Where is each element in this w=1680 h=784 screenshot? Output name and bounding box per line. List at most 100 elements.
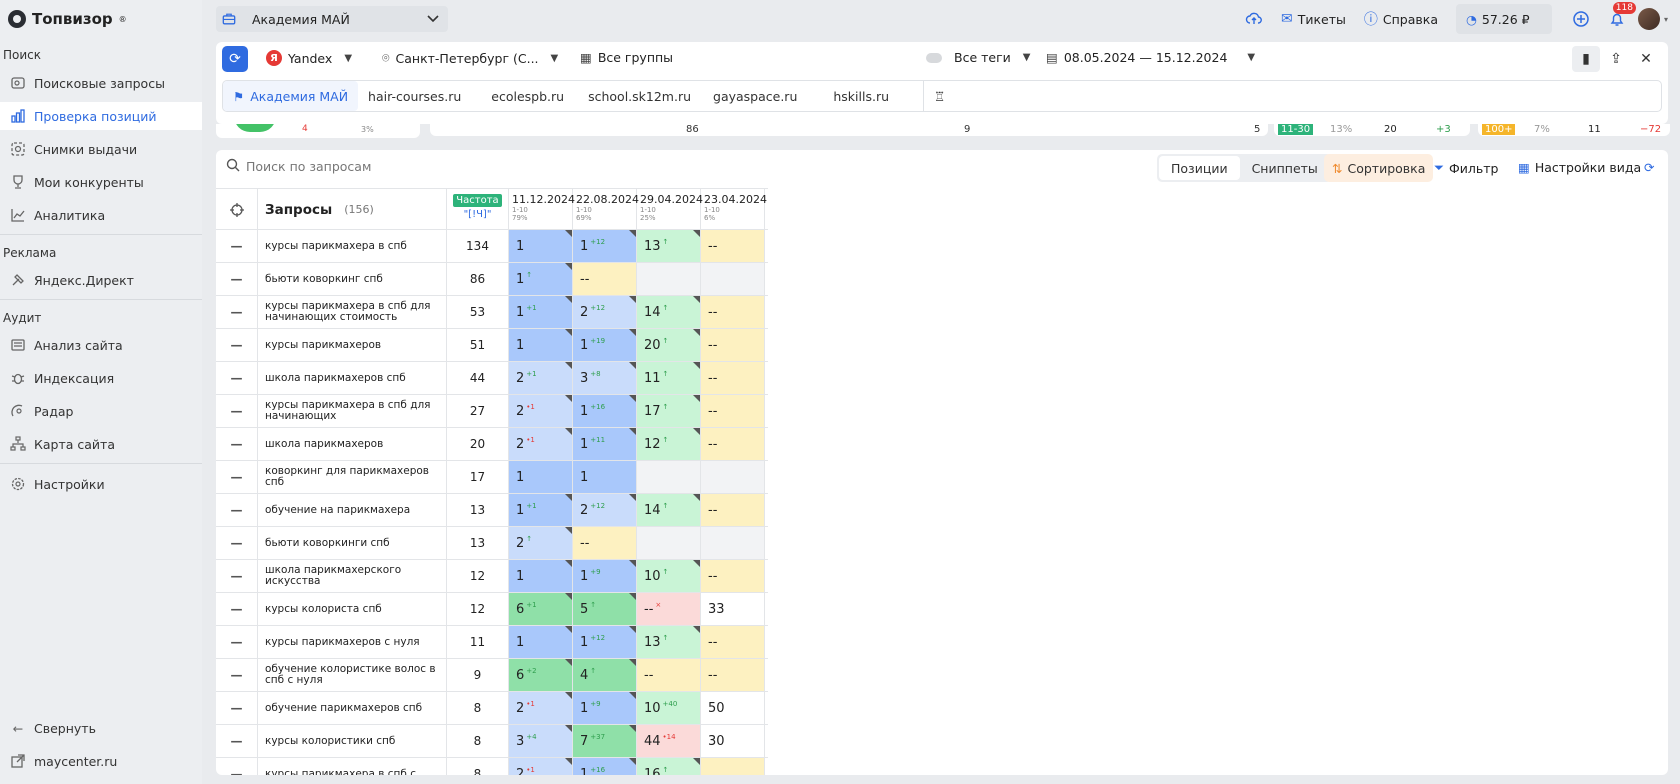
row-collapse-icon[interactable]: — — [216, 725, 258, 757]
position-cell[interactable]: 1 +12 — [573, 230, 637, 262]
trophy-icon[interactable]: ♖ — [934, 88, 946, 104]
position-cell[interactable]: 1 ↑ — [509, 263, 573, 295]
query-text[interactable]: курсы парикмахеров с нуля — [258, 626, 447, 658]
query-text[interactable]: бьюти коворкинг спб — [258, 263, 447, 295]
refresh-view-icon[interactable]: ⟳ — [1644, 160, 1654, 175]
sidebar-item-analytics[interactable]: Аналитика — [0, 201, 202, 229]
snapshot-corner-icon[interactable] — [565, 362, 572, 369]
sidebar-item-competitors[interactable]: Мои конкуренты — [0, 168, 202, 196]
export-icon[interactable]: ⇪ — [1610, 51, 1622, 67]
position-cell[interactable]: -- — [701, 230, 765, 262]
snapshot-corner-icon[interactable] — [693, 428, 700, 435]
query-text[interactable]: бьюти коворкинги спб — [258, 527, 447, 559]
snapshot-corner-icon[interactable] — [693, 230, 700, 237]
position-cell[interactable]: 14 ↑ — [637, 494, 701, 526]
position-cell[interactable]: 1 — [509, 230, 573, 262]
row-collapse-icon[interactable]: — — [216, 560, 258, 592]
table-row[interactable]: — курсы парикмахера в спб 134 1 1 +12 13 ↑ -- — [216, 230, 768, 263]
table-row[interactable]: — школа парикмахерского искусства 12 1 1 +9 10… — [216, 560, 768, 593]
position-cell[interactable]: 44 •14 — [637, 725, 701, 757]
region-select[interactable]: ⌾ Санкт-Петербург (С... ▼ — [382, 50, 558, 66]
site-tab-main[interactable]: ⚑ Академия МАЙ — [223, 81, 359, 111]
date-range-select[interactable]: ▤ 08.05.2024 — 15.12.2024 ▼ — [1046, 50, 1255, 65]
date-column-header[interactable]: 29.04.2024 1-10 25% — [637, 189, 703, 230]
project-select[interactable]: Академия МАЙ — [216, 6, 448, 32]
table-row[interactable]: — курсы парикмахеров 51 1 1 +19 20 ↑ -- — [216, 329, 768, 362]
row-collapse-icon[interactable]: — — [216, 758, 258, 775]
row-collapse-icon[interactable]: — — [216, 593, 258, 625]
position-cell[interactable] — [701, 758, 765, 775]
snapshot-corner-icon[interactable] — [629, 593, 636, 600]
snapshot-corner-icon[interactable] — [693, 329, 700, 336]
snapshot-corner-icon[interactable] — [629, 296, 636, 303]
position-cell[interactable]: -- — [701, 494, 765, 526]
sidebar-item-serp-snapshots[interactable]: Снимки выдачи — [0, 135, 202, 163]
snapshot-corner-icon[interactable] — [629, 692, 636, 699]
position-cell[interactable]: 16 ↑ — [637, 758, 701, 775]
snapshot-corner-icon[interactable] — [629, 725, 636, 732]
position-cell[interactable]: 1 +1 — [509, 494, 573, 526]
table-row[interactable]: — школа парикмахеров спб 44 2 +1 3 +8 11 ↑ -- — [216, 362, 768, 395]
snapshot-corner-icon[interactable] — [693, 296, 700, 303]
table-row[interactable]: — бьюти коворкинг спб 86 1 ↑ -- — [216, 263, 768, 296]
query-text[interactable]: курсы парикмахера в спб для начинающих — [258, 395, 447, 427]
date-column-header[interactable]: 22.08.2024 1-10 69% — [573, 189, 639, 230]
chart-view-icon[interactable]: ▮ — [1572, 46, 1600, 72]
date-column-header[interactable]: 11.12.2024 1-10 79% — [509, 189, 575, 230]
position-cell[interactable]: -- — [701, 329, 765, 361]
row-collapse-icon[interactable]: — — [216, 659, 258, 691]
table-row[interactable]: — курсы колориста спб 12 6 +1 5 ↑ -- × 33 — [216, 593, 768, 626]
position-cell[interactable]: 1 — [509, 329, 573, 361]
site-tab-competitor[interactable]: gayaspace.ru — [713, 88, 798, 104]
sidebar-item-yandex-direct[interactable]: Яндекс.Директ — [0, 266, 202, 294]
row-collapse-icon[interactable]: — — [216, 296, 258, 328]
query-text[interactable]: обучение парикмахеров спб — [258, 692, 447, 724]
position-cell[interactable]: -- — [573, 263, 637, 295]
position-cell[interactable]: 5 ↑ — [573, 593, 637, 625]
row-collapse-icon[interactable]: — — [216, 329, 258, 361]
position-cell[interactable]: 1 +16 — [573, 395, 637, 427]
snapshot-corner-icon[interactable] — [565, 263, 572, 270]
target-icon[interactable] — [216, 189, 258, 230]
row-collapse-icon[interactable]: — — [216, 428, 258, 460]
bell-icon[interactable]: 118 — [1602, 2, 1636, 34]
snapshot-corner-icon[interactable] — [565, 626, 572, 633]
snapshot-corner-icon[interactable] — [565, 593, 572, 600]
position-cell[interactable]: -- — [573, 527, 637, 559]
row-collapse-icon[interactable]: — — [216, 494, 258, 526]
snapshot-corner-icon[interactable] — [629, 428, 636, 435]
position-cell[interactable]: 1 — [573, 461, 637, 493]
position-cell[interactable]: 3 +8 — [573, 362, 637, 394]
snapshot-corner-icon[interactable] — [629, 494, 636, 501]
frequency-header[interactable]: Частота "[!Ч]" — [447, 189, 509, 230]
sort-button[interactable]: ⇅ Сортировка — [1324, 154, 1434, 182]
position-cell[interactable]: 2 +1 — [509, 362, 573, 394]
position-cell[interactable]: -- — [637, 659, 701, 691]
table-row[interactable]: — курсы колористики спб 8 3 +4 7 +37 44 •14 30 — [216, 725, 768, 758]
position-cell[interactable]: -- — [701, 428, 765, 460]
search-engine-select[interactable]: Я Yandex ▼ — [266, 50, 352, 66]
site-tab-competitor[interactable]: school.sk12m.ru — [588, 88, 692, 104]
query-text[interactable]: коворкинг для парикмахеров спб — [258, 461, 447, 493]
sidebar-item-radar[interactable]: Радар — [0, 397, 202, 425]
table-row[interactable]: — обучение парикмахеров спб 8 2 •1 1 +9 10 +40 50 — [216, 692, 768, 725]
snapshot-corner-icon[interactable] — [565, 395, 572, 402]
query-text[interactable]: курсы парикмахера в спб для начинающих с… — [258, 296, 447, 328]
table-row[interactable]: — обучение колористике волос в спб с нуля… — [216, 659, 768, 692]
position-cell[interactable]: -- — [701, 395, 765, 427]
snapshot-corner-icon[interactable] — [629, 329, 636, 336]
site-link[interactable]: maycenter.ru — [0, 747, 202, 775]
snapshot-corner-icon[interactable] — [629, 395, 636, 402]
tools-icon[interactable]: ✕ — [1640, 51, 1652, 67]
position-cell[interactable] — [637, 263, 701, 295]
position-cell[interactable]: 1 +12 — [573, 626, 637, 658]
position-cell[interactable]: 3 +4 — [509, 725, 573, 757]
query-text[interactable]: курсы парикмахера в спб с — [258, 758, 447, 775]
table-row[interactable]: — бьюти коворкинги спб 13 2 ↑ -- — [216, 527, 768, 560]
snapshot-corner-icon[interactable] — [565, 296, 572, 303]
position-cell[interactable]: 13 ↑ — [637, 230, 701, 262]
row-collapse-icon[interactable]: — — [216, 362, 258, 394]
position-cell[interactable]: 1 +11 — [573, 428, 637, 460]
position-cell[interactable]: 1 +9 — [573, 560, 637, 592]
avatar[interactable] — [1637, 8, 1660, 30]
